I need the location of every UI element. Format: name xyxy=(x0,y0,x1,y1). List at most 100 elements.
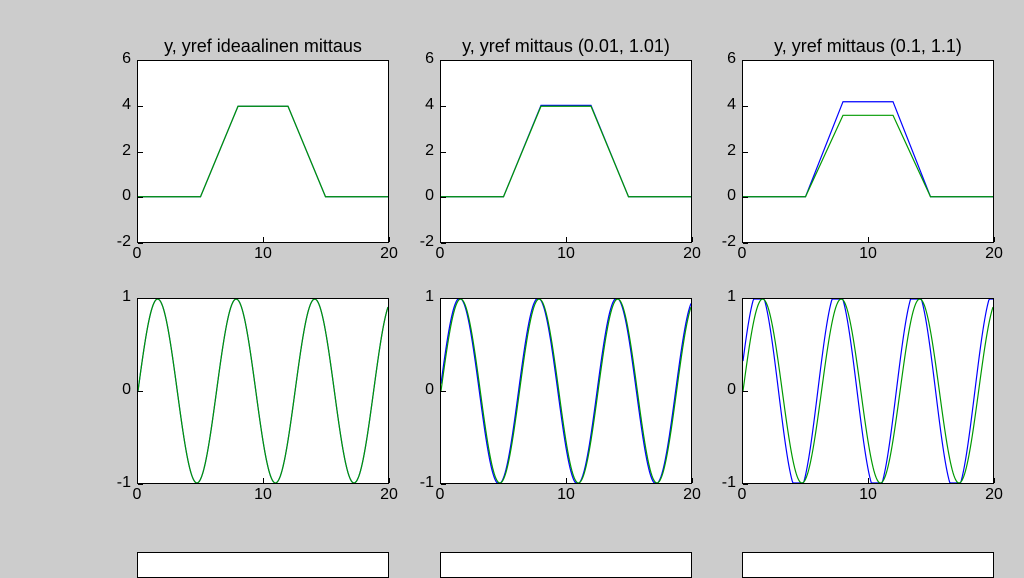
y-tick-mark xyxy=(138,298,143,299)
series-yref xyxy=(743,115,993,196)
x-tick-mark xyxy=(440,237,441,242)
x-tick-mark xyxy=(742,478,743,483)
subplot-row1-col2: y, yref mittaus (0.01, 1.01)-2024601020 xyxy=(440,60,692,243)
x-tick-mark xyxy=(994,478,995,483)
x-tick-label: 0 xyxy=(117,245,157,263)
y-tick-mark xyxy=(138,391,143,392)
subplot-row3-stub-col1 xyxy=(137,552,389,578)
y-tick-mark xyxy=(138,60,143,61)
y-tick-mark xyxy=(743,391,748,392)
y-tick-mark xyxy=(441,243,446,244)
y-tick-label: 2 xyxy=(398,142,434,160)
x-tick-label: 10 xyxy=(243,245,283,263)
y-tick-mark xyxy=(743,60,748,61)
plot-lines xyxy=(138,299,388,483)
x-tick-mark xyxy=(692,478,693,483)
x-tick-mark xyxy=(137,478,138,483)
subplot-title: y, yref ideaalinen mittaus xyxy=(137,36,389,57)
x-tick-label: 0 xyxy=(117,486,157,504)
plot-lines xyxy=(138,61,388,242)
plot-area xyxy=(137,298,389,484)
y-tick-label: 4 xyxy=(398,96,434,114)
y-tick-label: 6 xyxy=(398,50,434,68)
y-tick-mark xyxy=(743,298,748,299)
series-y xyxy=(441,299,691,483)
x-tick-label: 10 xyxy=(848,245,888,263)
y-tick-label: 0 xyxy=(700,381,736,399)
plot-area xyxy=(742,298,994,484)
plot-lines xyxy=(743,299,993,483)
y-tick-mark xyxy=(441,298,446,299)
y-tick-label: 1 xyxy=(398,288,434,306)
x-tick-mark xyxy=(742,237,743,242)
y-tick-mark xyxy=(138,243,143,244)
x-tick-label: 10 xyxy=(546,486,586,504)
y-tick-label: 6 xyxy=(700,50,736,68)
series-y xyxy=(138,299,388,483)
y-tick-label: 1 xyxy=(95,288,131,306)
x-tick-mark xyxy=(263,237,264,242)
y-tick-mark xyxy=(441,391,446,392)
x-tick-label: 10 xyxy=(546,245,586,263)
series-yref xyxy=(441,106,691,197)
subplot-title: y, yref mittaus (0.01, 1.01) xyxy=(440,36,692,57)
y-tick-mark xyxy=(138,197,143,198)
x-tick-mark xyxy=(868,478,869,483)
y-tick-label: 2 xyxy=(95,142,131,160)
plot-lines xyxy=(441,299,691,483)
y-tick-mark xyxy=(743,152,748,153)
plot-area xyxy=(440,298,692,484)
y-tick-mark xyxy=(138,484,143,485)
x-tick-label: 20 xyxy=(974,245,1014,263)
series-y xyxy=(441,105,691,196)
y-tick-mark xyxy=(138,106,143,107)
y-tick-mark xyxy=(441,60,446,61)
x-tick-mark xyxy=(440,478,441,483)
subplot-row1-col3: y, yref mittaus (0.1, 1.1)-2024601020 xyxy=(742,60,994,243)
y-tick-mark xyxy=(743,197,748,198)
series-y xyxy=(138,106,388,197)
x-tick-mark xyxy=(137,237,138,242)
x-tick-mark xyxy=(868,237,869,242)
plot-area xyxy=(440,60,692,243)
y-tick-label: 4 xyxy=(95,96,131,114)
subplot-row2-col3: -10101020 xyxy=(742,298,994,484)
figure-root: y, yref ideaalinen mittaus-2024601020 -10… xyxy=(0,0,1024,578)
y-tick-label: 0 xyxy=(95,381,131,399)
subplot-row2-col2: -10101020 xyxy=(440,298,692,484)
series-yref xyxy=(138,299,388,483)
series-yref xyxy=(743,299,993,483)
x-tick-label: 10 xyxy=(243,486,283,504)
x-tick-mark xyxy=(389,237,390,242)
subplot-row1-col1: y, yref ideaalinen mittaus-2024601020 xyxy=(137,60,389,243)
x-tick-label: 10 xyxy=(848,486,888,504)
x-tick-mark xyxy=(566,237,567,242)
subplot-row3-stub-col3 xyxy=(742,552,994,578)
y-tick-label: 4 xyxy=(700,96,736,114)
x-tick-label: 0 xyxy=(722,245,762,263)
x-tick-mark xyxy=(994,237,995,242)
x-tick-label: 20 xyxy=(974,486,1014,504)
y-tick-mark xyxy=(743,484,748,485)
subplot-row2-col1: -10101020 xyxy=(137,298,389,484)
y-tick-label: 2 xyxy=(700,142,736,160)
subplot-title: y, yref mittaus (0.1, 1.1) xyxy=(742,36,994,57)
plot-lines xyxy=(743,61,993,242)
plot-area xyxy=(137,60,389,243)
x-tick-mark xyxy=(566,478,567,483)
series-y xyxy=(743,102,993,197)
y-tick-mark xyxy=(743,106,748,107)
y-tick-mark xyxy=(441,106,446,107)
y-tick-mark xyxy=(441,152,446,153)
plot-area xyxy=(742,60,994,243)
series-yref xyxy=(138,106,388,197)
x-tick-mark xyxy=(263,478,264,483)
subplot-row3-stub-col2 xyxy=(440,552,692,578)
x-tick-mark xyxy=(692,237,693,242)
y-tick-label: 6 xyxy=(95,50,131,68)
y-tick-label: 0 xyxy=(398,381,434,399)
y-tick-mark xyxy=(138,152,143,153)
y-tick-label: 0 xyxy=(95,187,131,205)
series-yref xyxy=(441,299,691,483)
series-y xyxy=(743,299,993,483)
